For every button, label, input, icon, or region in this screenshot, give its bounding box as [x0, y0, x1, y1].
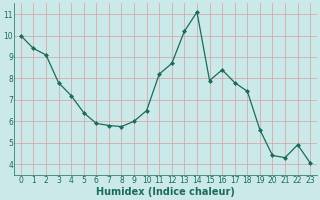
X-axis label: Humidex (Indice chaleur): Humidex (Indice chaleur) [96, 187, 235, 197]
